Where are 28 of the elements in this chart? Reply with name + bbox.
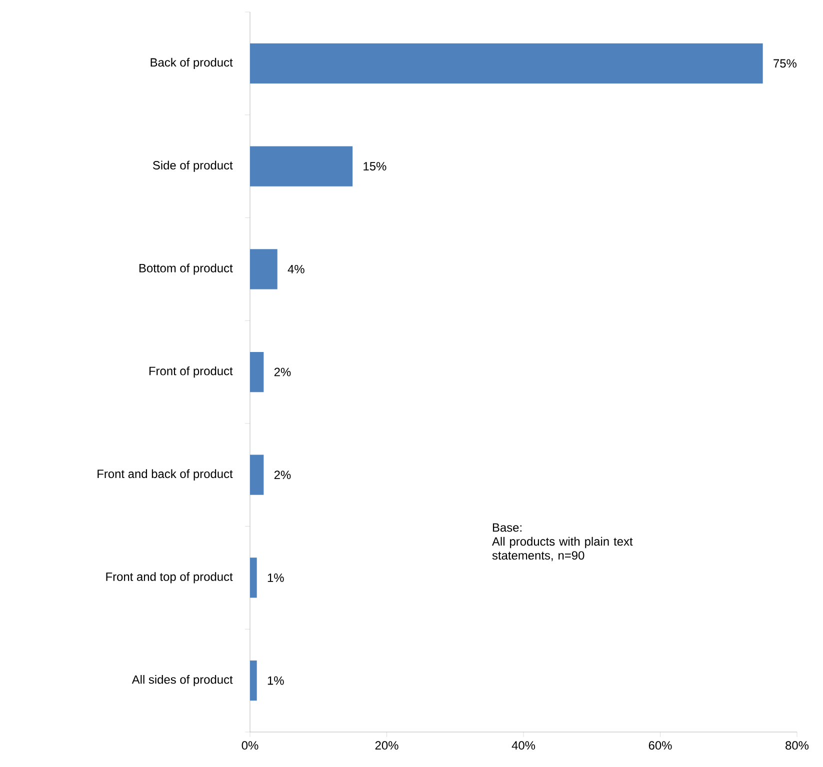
bar — [250, 43, 763, 84]
y-tick-label: All sides of product — [132, 675, 233, 686]
bar — [250, 249, 278, 290]
x-tick-label: 40% — [512, 741, 536, 750]
y-tick-label: Front and top of product — [106, 572, 233, 584]
data-label: 2% — [274, 470, 291, 480]
bar — [250, 146, 353, 186]
annotation: Base: — [492, 523, 522, 532]
y-tick-label: Side of product — [152, 160, 233, 172]
data-label: 1% — [268, 574, 284, 582]
data-label: 2% — [274, 368, 291, 376]
x-tick-label: 0% — [242, 741, 258, 750]
x-tick-label: 20% — [375, 741, 398, 750]
bar — [250, 454, 264, 495]
data-label: 1% — [268, 676, 284, 685]
y-tick-label: Front of product — [149, 366, 233, 378]
y-tick-label: Bottom of product — [139, 264, 233, 275]
bar — [250, 352, 264, 392]
data-label: 4% — [288, 264, 304, 274]
x-tick-label: 60% — [648, 741, 672, 750]
annotation: All products with plain text statements, n=90 — [492, 536, 633, 562]
bar — [250, 558, 257, 598]
data-label: 75% — [774, 59, 796, 68]
bar — [250, 660, 257, 701]
data-label: 15% — [364, 162, 386, 170]
y-tick-label: Front and back of product — [98, 469, 233, 480]
y-tick-label: Back of product — [150, 58, 233, 70]
x-tick-label: 80% — [786, 741, 809, 750]
